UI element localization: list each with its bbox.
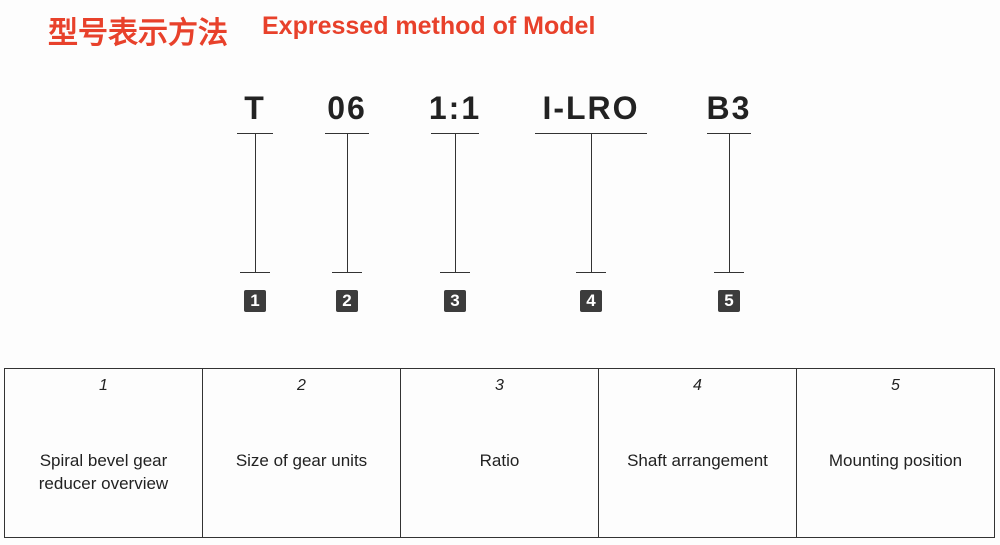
column-description: Size of gear units bbox=[235, 451, 368, 470]
connector-foot bbox=[240, 272, 270, 273]
badge: 2 bbox=[336, 290, 358, 312]
connector-foot bbox=[714, 272, 744, 273]
column-number: 4 bbox=[693, 377, 702, 394]
badge: 1 bbox=[244, 290, 266, 312]
code: 06 bbox=[327, 90, 367, 126]
column-description: Ratio bbox=[479, 451, 520, 470]
connector-foot bbox=[332, 272, 362, 273]
connector-foot bbox=[440, 272, 470, 273]
badge: 4 bbox=[580, 290, 602, 312]
column-description: Mounting position bbox=[828, 451, 963, 470]
connector bbox=[729, 133, 730, 272]
code: 1:1 bbox=[428, 90, 482, 126]
connector bbox=[255, 133, 256, 272]
column-number: 1 bbox=[99, 377, 108, 394]
column-number: 5 bbox=[891, 377, 900, 394]
column-description: Shaft arrangement bbox=[627, 451, 768, 470]
title-cn: 型号表示方法 bbox=[48, 17, 228, 50]
connector bbox=[455, 133, 456, 272]
code: T bbox=[244, 90, 266, 126]
table-cell: 5 Mounting position bbox=[796, 368, 995, 538]
column-number: 3 bbox=[495, 377, 504, 394]
code: B3 bbox=[706, 90, 752, 126]
code: I-LRO bbox=[542, 90, 640, 126]
table-cell: 4 Shaft arrangement bbox=[598, 368, 797, 538]
connector bbox=[347, 133, 348, 272]
badge: 3 bbox=[444, 290, 466, 312]
connector bbox=[591, 133, 592, 272]
badge: 5 bbox=[718, 290, 740, 312]
column-description: Spiral bevel gear reducer overview bbox=[38, 451, 169, 493]
column-number: 2 bbox=[297, 377, 306, 394]
connector-foot bbox=[576, 272, 606, 273]
table-cell: 1 Spiral bevel gear reducer overview bbox=[4, 368, 203, 538]
table-cell: 2 Size of gear units bbox=[202, 368, 401, 538]
title-en: Expressed method of Model bbox=[262, 12, 596, 40]
table-cell: 3 Ratio bbox=[400, 368, 599, 538]
